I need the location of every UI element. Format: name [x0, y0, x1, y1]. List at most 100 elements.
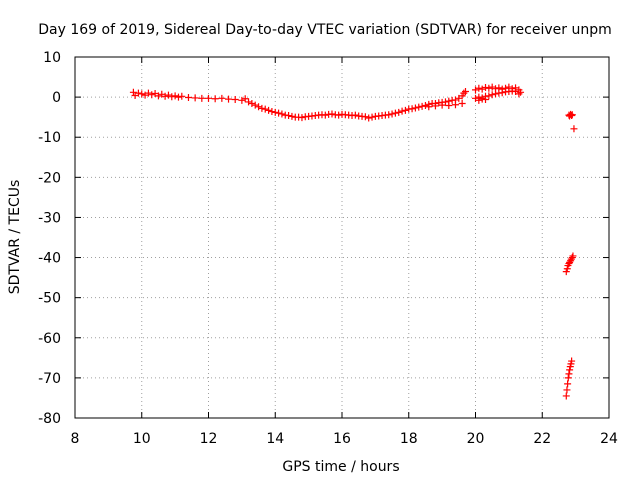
data-point — [445, 102, 453, 110]
data-point — [298, 114, 306, 122]
x-tick-label: 16 — [333, 431, 351, 447]
data-point — [385, 111, 393, 119]
data-point — [562, 392, 570, 400]
y-tick-label: -40 — [38, 251, 61, 267]
data-point — [168, 93, 176, 101]
data-point — [482, 96, 490, 104]
data-point — [563, 386, 571, 394]
data-point — [425, 103, 433, 111]
y-tick-label: 0 — [52, 90, 61, 106]
data-point — [238, 96, 246, 104]
y-tick-label: -80 — [38, 411, 61, 427]
y-tick-label: 10 — [43, 50, 61, 66]
data-point — [271, 108, 279, 116]
data-point — [268, 108, 276, 116]
data-point — [568, 254, 576, 262]
data-point — [421, 102, 429, 110]
data-point — [485, 92, 493, 100]
data-point — [161, 92, 169, 100]
data-point — [388, 110, 396, 118]
data-point — [285, 112, 293, 120]
y-tick-label: -50 — [38, 291, 61, 307]
data-point — [365, 114, 373, 122]
data-point — [171, 92, 179, 100]
data-point — [164, 91, 172, 99]
data-point — [211, 95, 219, 103]
data-point — [566, 258, 574, 266]
grid-lines — [75, 57, 609, 418]
data-point — [431, 102, 439, 110]
data-point — [451, 101, 459, 109]
data-point — [517, 88, 525, 96]
data-point — [391, 109, 399, 117]
data-point — [225, 95, 233, 103]
data-point — [191, 94, 199, 102]
data-point — [278, 110, 286, 118]
data-point — [144, 89, 152, 97]
data-point — [138, 90, 146, 98]
data-point — [488, 91, 496, 99]
tick-labels: 8 10 12 14 16 18 20 22 24 10 0 -10 -20 -30 -40 -50 -60 -7… — [38, 50, 618, 447]
data-point — [251, 101, 259, 109]
data-point — [245, 98, 253, 106]
x-tick-label: 8 — [71, 431, 80, 447]
x-tick-label: 20 — [467, 431, 485, 447]
y-tick-label: -20 — [38, 170, 61, 186]
data-point — [565, 370, 573, 378]
data-point — [361, 113, 369, 121]
data-point — [205, 94, 212, 102]
data-point — [178, 92, 186, 100]
data-point — [129, 88, 137, 96]
y-tick-label: -70 — [38, 371, 61, 387]
data-point — [482, 83, 490, 91]
data-point — [569, 252, 577, 260]
x-axis-title: GPS time / hours — [282, 459, 399, 475]
data-point — [564, 380, 572, 388]
data-point — [566, 366, 574, 374]
data-point — [335, 111, 343, 119]
data-point — [321, 111, 329, 119]
data-points — [129, 83, 578, 400]
data-point — [401, 106, 409, 114]
x-tick-label: 18 — [400, 431, 418, 447]
data-point — [218, 94, 226, 102]
y-tick-label: -10 — [38, 130, 61, 146]
data-point — [198, 94, 206, 102]
data-point — [515, 90, 523, 98]
data-point — [415, 103, 423, 111]
data-point — [568, 111, 576, 119]
data-point — [134, 89, 142, 97]
data-point — [408, 105, 416, 113]
data-point — [395, 108, 403, 116]
x-tick-label: 14 — [266, 431, 284, 447]
data-point — [248, 100, 256, 108]
data-point — [261, 105, 269, 113]
data-point — [231, 96, 239, 104]
data-point — [475, 96, 483, 104]
data-point — [568, 112, 576, 120]
data-point — [478, 85, 486, 93]
data-point — [488, 83, 496, 91]
data-point — [368, 113, 376, 121]
data-point — [564, 374, 572, 382]
data-point — [148, 91, 156, 99]
data-point — [472, 86, 479, 94]
data-point — [563, 265, 571, 273]
data-point — [265, 106, 273, 114]
y-tick-label: -30 — [38, 210, 61, 226]
data-point — [184, 94, 192, 102]
data-point — [258, 104, 266, 112]
y-axis-title: SDTVAR / TECUs — [7, 180, 23, 295]
data-point — [241, 95, 249, 103]
data-point — [458, 100, 466, 108]
data-point — [492, 90, 500, 98]
data-point — [441, 98, 449, 106]
data-point — [418, 102, 426, 110]
data-point — [411, 104, 419, 112]
axis-ticks — [74, 56, 610, 419]
x-tick-label: 22 — [533, 431, 551, 447]
chart-title: Day 169 of 2019, Sidereal Day-to-day VTE… — [38, 22, 612, 38]
data-point — [460, 89, 468, 97]
data-point — [498, 89, 506, 97]
